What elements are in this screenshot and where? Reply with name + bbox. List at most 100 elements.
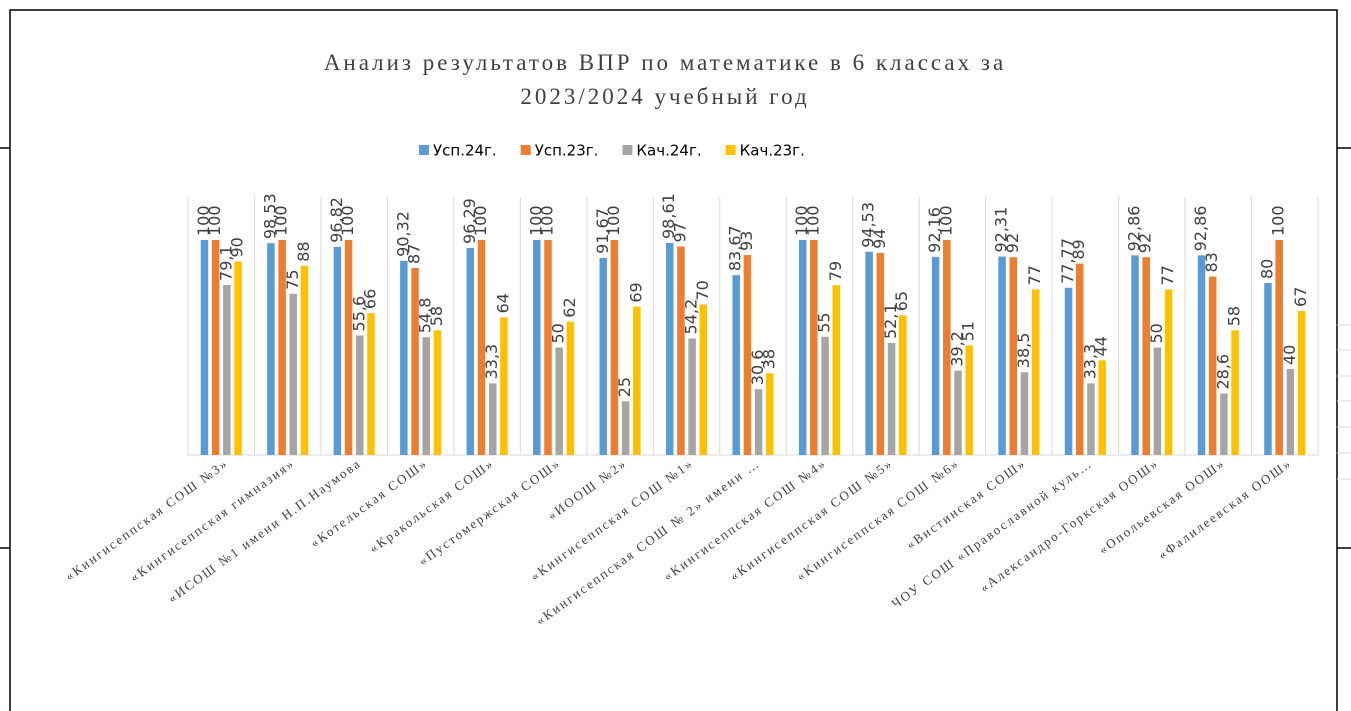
value-label: 87	[405, 244, 424, 264]
bar	[766, 373, 774, 455]
legend-label: Кач.24г.	[636, 142, 701, 160]
bar	[876, 252, 885, 455]
value-label: 33,3	[482, 344, 501, 380]
bar	[289, 293, 298, 455]
x-tick-label: «Вистинская СОШ»	[903, 455, 1028, 552]
bar	[621, 401, 630, 455]
bar	[931, 256, 940, 455]
bar	[665, 242, 674, 455]
value-label: 54,2	[682, 299, 701, 335]
value-label: 96,29	[460, 198, 479, 244]
bar	[200, 240, 209, 455]
chart-title: Анализ результатов ВПР по математике в 6…	[324, 50, 1006, 75]
bar	[411, 267, 419, 455]
value-label: 83	[1202, 252, 1221, 272]
value-label: 100	[604, 205, 623, 236]
bar	[865, 251, 873, 455]
value-label: 79	[826, 261, 845, 281]
value-label: 79,1	[216, 245, 235, 281]
value-label: 88	[294, 241, 313, 261]
bar	[1208, 276, 1217, 455]
bar	[555, 347, 563, 455]
value-label: 38,5	[1014, 333, 1033, 369]
chart-title: 2023/2024 учебный год	[520, 84, 809, 109]
value-label: 92,86	[1125, 206, 1144, 252]
value-label: 89	[1069, 239, 1088, 259]
value-label: 51	[959, 321, 978, 341]
value-label: 77	[1158, 265, 1177, 285]
bar	[1220, 393, 1228, 455]
value-label: 94,53	[859, 202, 878, 248]
legend-label: Кач.23г.	[740, 142, 805, 160]
value-label: 91,67	[593, 208, 612, 254]
bar	[1009, 257, 1018, 455]
bar	[887, 342, 896, 455]
bar	[998, 256, 1006, 455]
bar	[688, 338, 696, 455]
value-label: 92	[1136, 233, 1155, 253]
value-label: 98,61	[659, 193, 678, 239]
x-tick-label: «Фалилеевская ООШ»	[1155, 455, 1294, 562]
value-label: 100	[471, 205, 490, 236]
value-label: 100	[537, 205, 556, 236]
bar	[677, 246, 685, 455]
value-label: 40	[1280, 345, 1299, 365]
bar	[223, 284, 231, 455]
bar	[1297, 310, 1306, 455]
legend-swatch	[725, 145, 736, 155]
bar	[832, 285, 841, 455]
bar	[533, 240, 541, 455]
bar	[1064, 287, 1073, 455]
bar	[1087, 383, 1095, 455]
value-label: 58	[1225, 306, 1244, 326]
value-label: 94	[870, 229, 889, 249]
value-label: 100	[526, 205, 545, 236]
x-tick-label: «Кракольская СОШ»	[366, 455, 496, 556]
value-label: 92,31	[992, 207, 1011, 253]
bar	[300, 265, 309, 455]
bar	[433, 330, 442, 455]
value-label: 25	[615, 377, 634, 397]
value-label: 33,3	[1080, 344, 1099, 380]
bar	[488, 383, 497, 455]
bar	[1031, 289, 1040, 455]
value-label: 67	[1291, 287, 1310, 307]
value-label: 97	[670, 222, 689, 242]
value-label: 100	[338, 205, 357, 236]
bar	[633, 306, 641, 455]
edge-grid	[1337, 324, 1351, 480]
value-label: 58	[427, 306, 446, 326]
value-label: 54,8	[416, 298, 435, 334]
value-label: 50	[549, 323, 568, 343]
bar	[732, 275, 740, 455]
value-label: 92,16	[925, 207, 944, 253]
value-label: 100	[792, 205, 811, 236]
bar	[943, 240, 951, 455]
value-label: 100	[936, 205, 955, 236]
bar	[367, 313, 375, 455]
bar	[211, 240, 220, 455]
value-label: 96,82	[327, 197, 346, 243]
value-label: 100	[194, 205, 213, 236]
bar	[544, 240, 552, 455]
chart-border	[9, 9, 1338, 711]
frame	[0, 9, 1351, 711]
value-label: 39,2	[948, 331, 967, 367]
value-label: 93	[737, 231, 756, 251]
x-tick-label: «Котельская СОШ»	[307, 455, 430, 550]
value-label: 65	[892, 291, 911, 311]
bar	[1142, 257, 1150, 455]
bar	[1286, 369, 1295, 455]
bar	[699, 304, 708, 455]
bar	[798, 240, 807, 455]
bar	[754, 389, 763, 455]
value-label: 52,1	[881, 303, 900, 339]
legend-swatch	[419, 145, 429, 155]
value-label: 62	[560, 297, 579, 317]
value-label: 100	[205, 205, 224, 236]
value-label: 55	[815, 312, 834, 332]
value-label: 77	[1025, 265, 1044, 285]
bar	[1197, 255, 1206, 455]
value-label: 90,32	[393, 211, 412, 257]
bar	[1275, 240, 1283, 455]
